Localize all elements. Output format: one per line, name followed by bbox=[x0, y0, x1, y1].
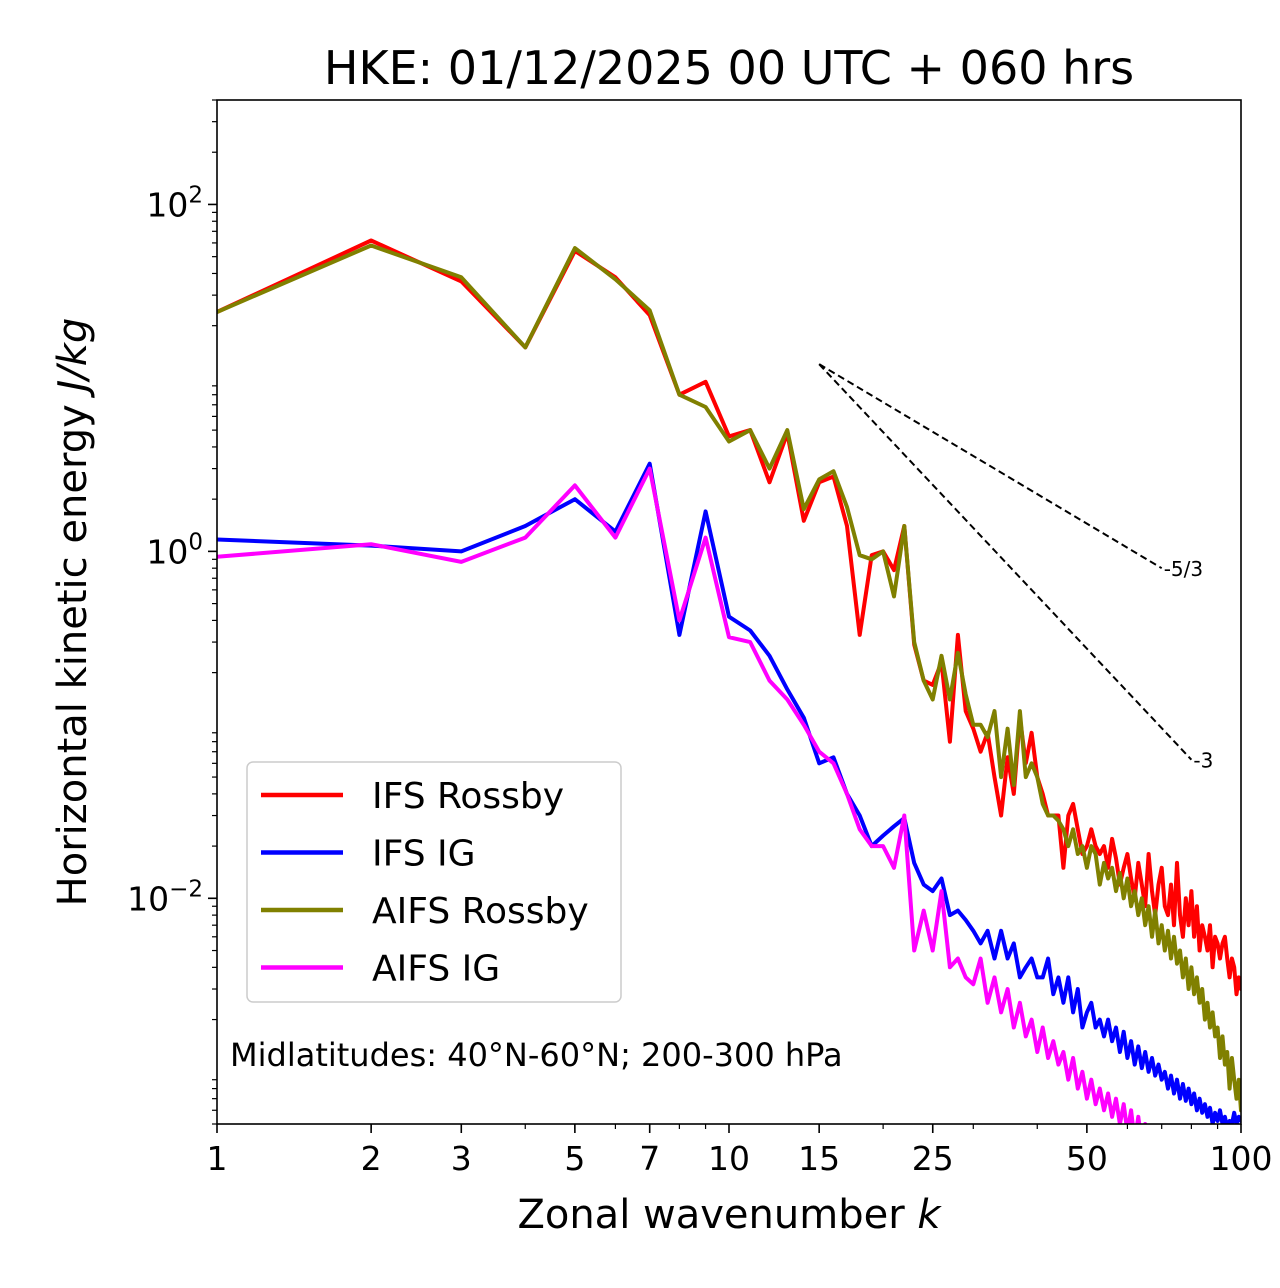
x-tick-label: 5 bbox=[564, 1139, 585, 1178]
x-axis-label: Zonal wavenumber k bbox=[517, 1192, 942, 1238]
legend-box bbox=[246, 761, 622, 1003]
x-tick-label: 2 bbox=[361, 1139, 382, 1178]
reference-lines bbox=[818, 363, 1193, 761]
legend-label: IFS Rossby bbox=[372, 776, 564, 817]
y-tick-label: 100 bbox=[146, 529, 203, 571]
series-line bbox=[217, 466, 1148, 1124]
legend-label: IFS IG bbox=[372, 834, 476, 875]
slope-line bbox=[818, 363, 1193, 761]
x-tick-label: 1 bbox=[207, 1139, 228, 1178]
series-line bbox=[217, 238, 1241, 997]
x-tick-label: 100 bbox=[1210, 1139, 1273, 1178]
x-tick-label: 7 bbox=[639, 1139, 660, 1178]
y-tick-label: 10−2 bbox=[127, 876, 203, 918]
legend-label: AIFS Rossby bbox=[372, 891, 589, 932]
x-tick-label: 50 bbox=[1066, 1139, 1108, 1178]
slope-label: -5/3 bbox=[1164, 557, 1203, 581]
x-tick-label: 3 bbox=[451, 1139, 472, 1178]
x-tick-label: 25 bbox=[912, 1139, 954, 1178]
series-lines bbox=[217, 238, 1241, 1124]
legend: IFS Rossby IFS IG AIFS Rossby AIFS IG bbox=[246, 761, 622, 1003]
plot-frame bbox=[216, 99, 1242, 1125]
slope-label: -3 bbox=[1193, 749, 1213, 773]
series-line bbox=[217, 461, 1241, 1124]
x-tick-label: 10 bbox=[708, 1139, 750, 1178]
y-tick-label: 102 bbox=[146, 182, 203, 224]
y-axis: 100 102 10−2 bbox=[127, 182, 217, 918]
x-axis: 1 2 3 5 7 10 15 25 50 100 bbox=[207, 1124, 1273, 1178]
series-line bbox=[217, 243, 1241, 1113]
region-annotation: Midlatitudes: 40°N-60°N; 200-300 hPa bbox=[230, 1036, 843, 1074]
y-axis-label: Horizontal kinetic energy J/kg bbox=[50, 318, 96, 907]
slope-line bbox=[818, 363, 1163, 570]
x-tick-label: 15 bbox=[798, 1139, 840, 1178]
legend-label: AIFS IG bbox=[372, 949, 500, 990]
chart-title: HKE: 01/12/2025 00 UTC + 060 hrs bbox=[324, 41, 1134, 95]
